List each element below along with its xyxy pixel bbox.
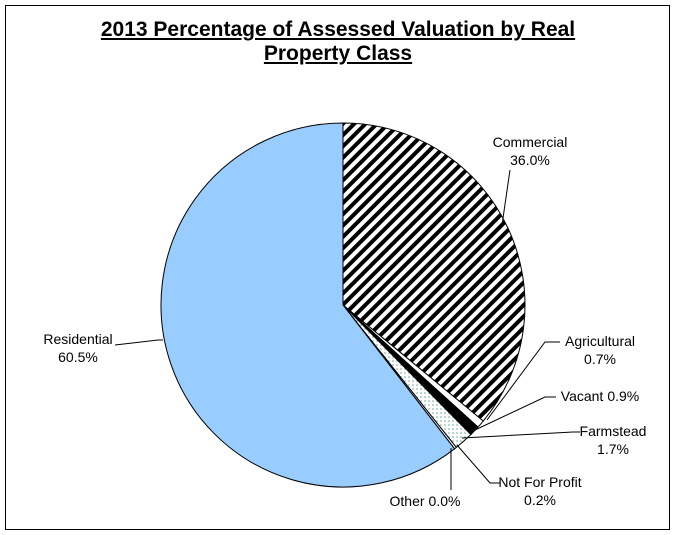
leader-line	[501, 169, 511, 226]
slice-label: Commercial 36.0%	[493, 134, 568, 168]
value-label: 36.0%	[510, 152, 550, 168]
value-label: 0.0%	[429, 493, 461, 509]
leader-line	[474, 396, 556, 431]
slice-label: Residential 60.5%	[43, 331, 112, 365]
value-label: 0.7%	[584, 351, 616, 367]
category-label: Commercial	[493, 134, 568, 150]
leader-line	[456, 444, 500, 484]
value-label: 1.7%	[597, 441, 629, 457]
category-label: Residential	[43, 331, 112, 347]
value-label: 60.5%	[58, 349, 98, 365]
value-label: 0.2%	[524, 492, 556, 508]
pie-slice	[160, 122, 456, 488]
slice-label: Not For Profit 0.2%	[498, 474, 581, 508]
slice-label: Vacant 0.9%	[561, 388, 639, 404]
pie-slice	[342, 122, 526, 422]
slice-label: Agricultural 0.7%	[565, 333, 635, 367]
slice-label: Farmstead 1.7%	[580, 423, 647, 457]
category-label: Not For Profit	[498, 474, 581, 490]
category-label: Vacant	[561, 388, 604, 404]
category-label: Farmstead	[580, 423, 647, 439]
category-label: Other	[390, 493, 425, 509]
value-label: 0.9%	[607, 388, 639, 404]
category-label: Agricultural	[565, 333, 635, 349]
leader-line	[461, 431, 580, 439]
slice-label: Other 0.0%	[390, 493, 461, 509]
leader-line	[486, 341, 560, 421]
chart-title: 2013 Percentage of Assessed Valuation by…	[100, 18, 576, 65]
leader-line	[114, 339, 163, 346]
